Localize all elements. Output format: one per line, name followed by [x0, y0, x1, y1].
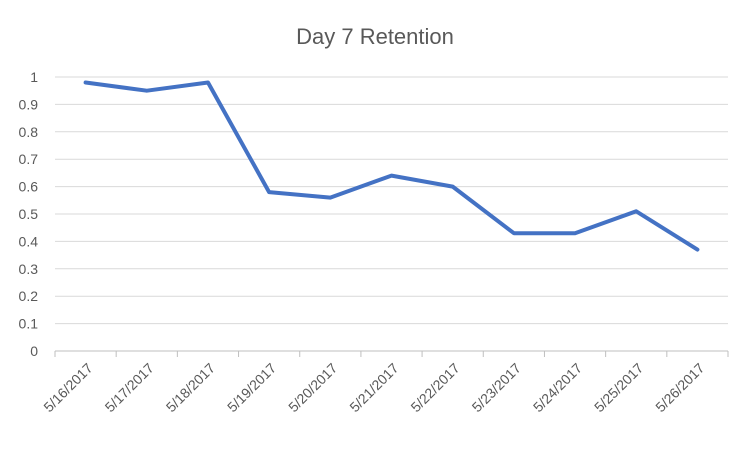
gridlines [55, 76, 728, 352]
x-tick-label: 5/21/2017 [346, 360, 402, 416]
x-tick-label: 5/22/2017 [407, 360, 463, 416]
x-axis-ticks: 5/16/2017 5/17/2017 5/18/2017 5/19/2017 5/20… [40, 351, 729, 416]
x-tick-label: 5/20/2017 [285, 360, 341, 416]
y-tick-label: 0.7 [19, 151, 39, 167]
y-tick-label: 0.5 [19, 206, 39, 222]
x-tick-label: 5/24/2017 [530, 360, 586, 416]
y-tick-label: 0.6 [19, 179, 39, 195]
series-line [83, 80, 700, 252]
chart-title: Day 7 Retention [296, 24, 454, 49]
x-tick-label: 5/16/2017 [40, 360, 96, 416]
y-tick-label: 0.1 [19, 316, 39, 332]
y-tick-label: 0 [30, 343, 38, 359]
x-tick-label: 5/26/2017 [652, 360, 708, 416]
y-tick-label: 0.4 [19, 233, 39, 249]
y-tick-label: 0.8 [19, 124, 39, 140]
y-tick-label: 0.2 [19, 288, 39, 304]
y-tick-label: 0.9 [19, 96, 39, 112]
series-layer [83, 80, 700, 252]
x-tick-label: 5/25/2017 [591, 360, 647, 416]
y-tick-label: 0.3 [19, 261, 39, 277]
x-tick-label: 5/19/2017 [224, 360, 280, 416]
x-tick-label: 5/17/2017 [102, 360, 158, 416]
x-tick-label: 5/18/2017 [163, 360, 219, 416]
y-axis-ticks: 0 0.1 0.2 0.3 0.4 0.5 0.6 0.7 0.8 0.9 1 [19, 69, 39, 359]
x-tick-label: 5/23/2017 [469, 360, 525, 416]
y-tick-label: 1 [30, 69, 38, 85]
